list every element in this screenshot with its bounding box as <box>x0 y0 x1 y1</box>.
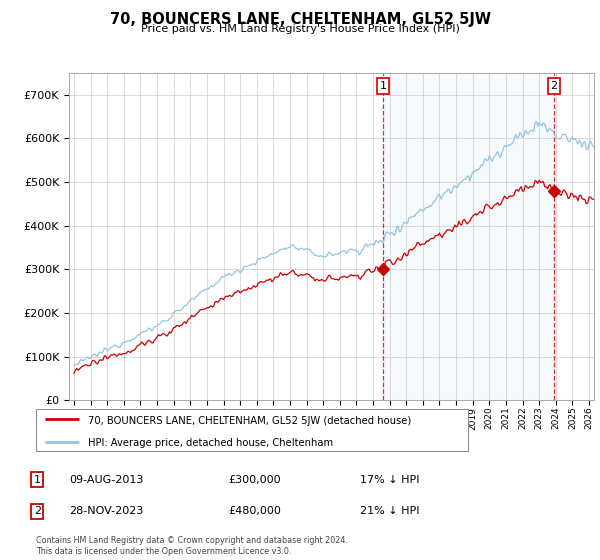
Text: 2: 2 <box>551 81 557 91</box>
Text: 17% ↓ HPI: 17% ↓ HPI <box>360 475 419 485</box>
Text: 09-AUG-2013: 09-AUG-2013 <box>69 475 143 485</box>
Text: 2: 2 <box>34 506 41 516</box>
Text: 28-NOV-2023: 28-NOV-2023 <box>69 506 143 516</box>
Text: HPI: Average price, detached house, Cheltenham: HPI: Average price, detached house, Chel… <box>88 438 333 448</box>
Text: 21% ↓ HPI: 21% ↓ HPI <box>360 506 419 516</box>
Text: £300,000: £300,000 <box>228 475 281 485</box>
Text: 1: 1 <box>34 475 41 485</box>
Text: Price paid vs. HM Land Registry's House Price Index (HPI): Price paid vs. HM Land Registry's House … <box>140 24 460 34</box>
Text: 70, BOUNCERS LANE, CHELTENHAM, GL52 5JW: 70, BOUNCERS LANE, CHELTENHAM, GL52 5JW <box>110 12 491 27</box>
Bar <box>383 73 554 400</box>
Text: Contains HM Land Registry data © Crown copyright and database right 2024.
This d: Contains HM Land Registry data © Crown c… <box>36 536 348 556</box>
Text: 1: 1 <box>380 81 386 91</box>
Text: 70, BOUNCERS LANE, CHELTENHAM, GL52 5JW (detached house): 70, BOUNCERS LANE, CHELTENHAM, GL52 5JW … <box>88 416 411 426</box>
Text: £480,000: £480,000 <box>228 506 281 516</box>
